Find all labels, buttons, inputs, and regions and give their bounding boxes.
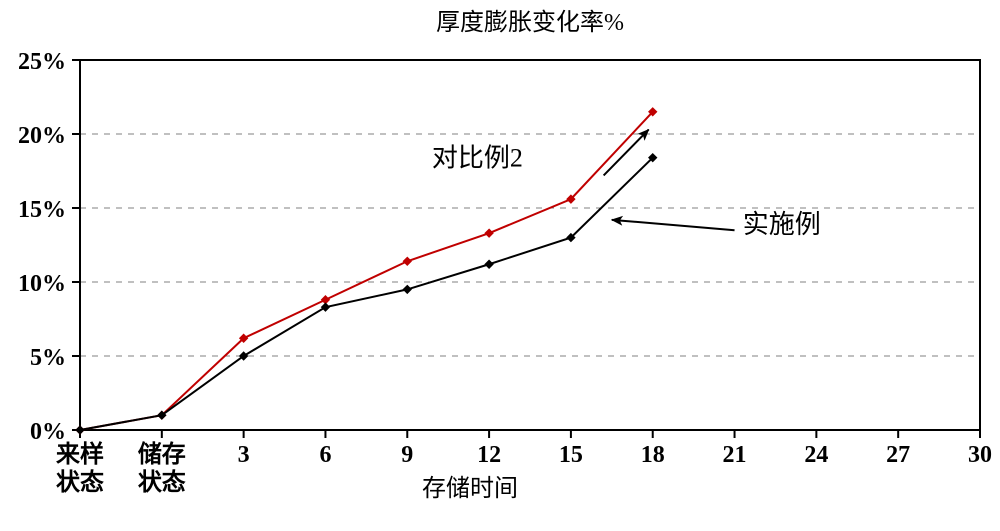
y-tick-label: 15% — [18, 197, 66, 223]
series-marker — [403, 285, 411, 293]
x-tick-label: 储存 — [138, 440, 186, 468]
y-tick-label: 20% — [18, 123, 66, 149]
x-tick-label: 15 — [559, 442, 583, 468]
x-tick-label: 12 — [477, 442, 501, 468]
x-tick-label: 来样 — [56, 440, 104, 468]
x-tick-label: 18 — [641, 442, 665, 468]
series-marker — [403, 257, 411, 265]
x-tick-label: 27 — [886, 442, 910, 468]
x-tick-label: 9 — [401, 442, 413, 468]
x-tick-label: 状态 — [56, 468, 104, 496]
x-tick-label: 30 — [968, 442, 992, 468]
x-axis-label: 存储时间 — [422, 475, 518, 502]
x-tick-label: 24 — [804, 442, 828, 468]
y-tick-label: 10% — [18, 271, 66, 297]
x-tick-label: 3 — [238, 442, 250, 468]
chart-title: 厚度膨胀变化率% — [436, 9, 624, 36]
chart-svg: 厚度膨胀变化率%0%5%10%15%20%25%来样状态储存状态36912151… — [0, 0, 1000, 531]
x-tick-label: 状态 — [138, 468, 186, 496]
x-tick-label: 6 — [319, 442, 331, 468]
series-marker — [485, 260, 493, 268]
chart-annotation-label: 实施例 — [743, 210, 821, 239]
y-tick-label: 25% — [18, 49, 66, 75]
series-line — [80, 112, 653, 430]
y-tick-label: 5% — [30, 345, 66, 371]
series-marker — [485, 229, 493, 237]
x-tick-label: 21 — [723, 442, 747, 468]
chart-annotation-arrow — [612, 220, 735, 230]
plot-border — [80, 60, 980, 430]
chart-annotation-label: 对比例2 — [432, 144, 523, 173]
series-marker — [76, 426, 84, 434]
expansion-rate-chart: 厚度膨胀变化率%0%5%10%15%20%25%来样状态储存状态36912151… — [0, 0, 1000, 531]
